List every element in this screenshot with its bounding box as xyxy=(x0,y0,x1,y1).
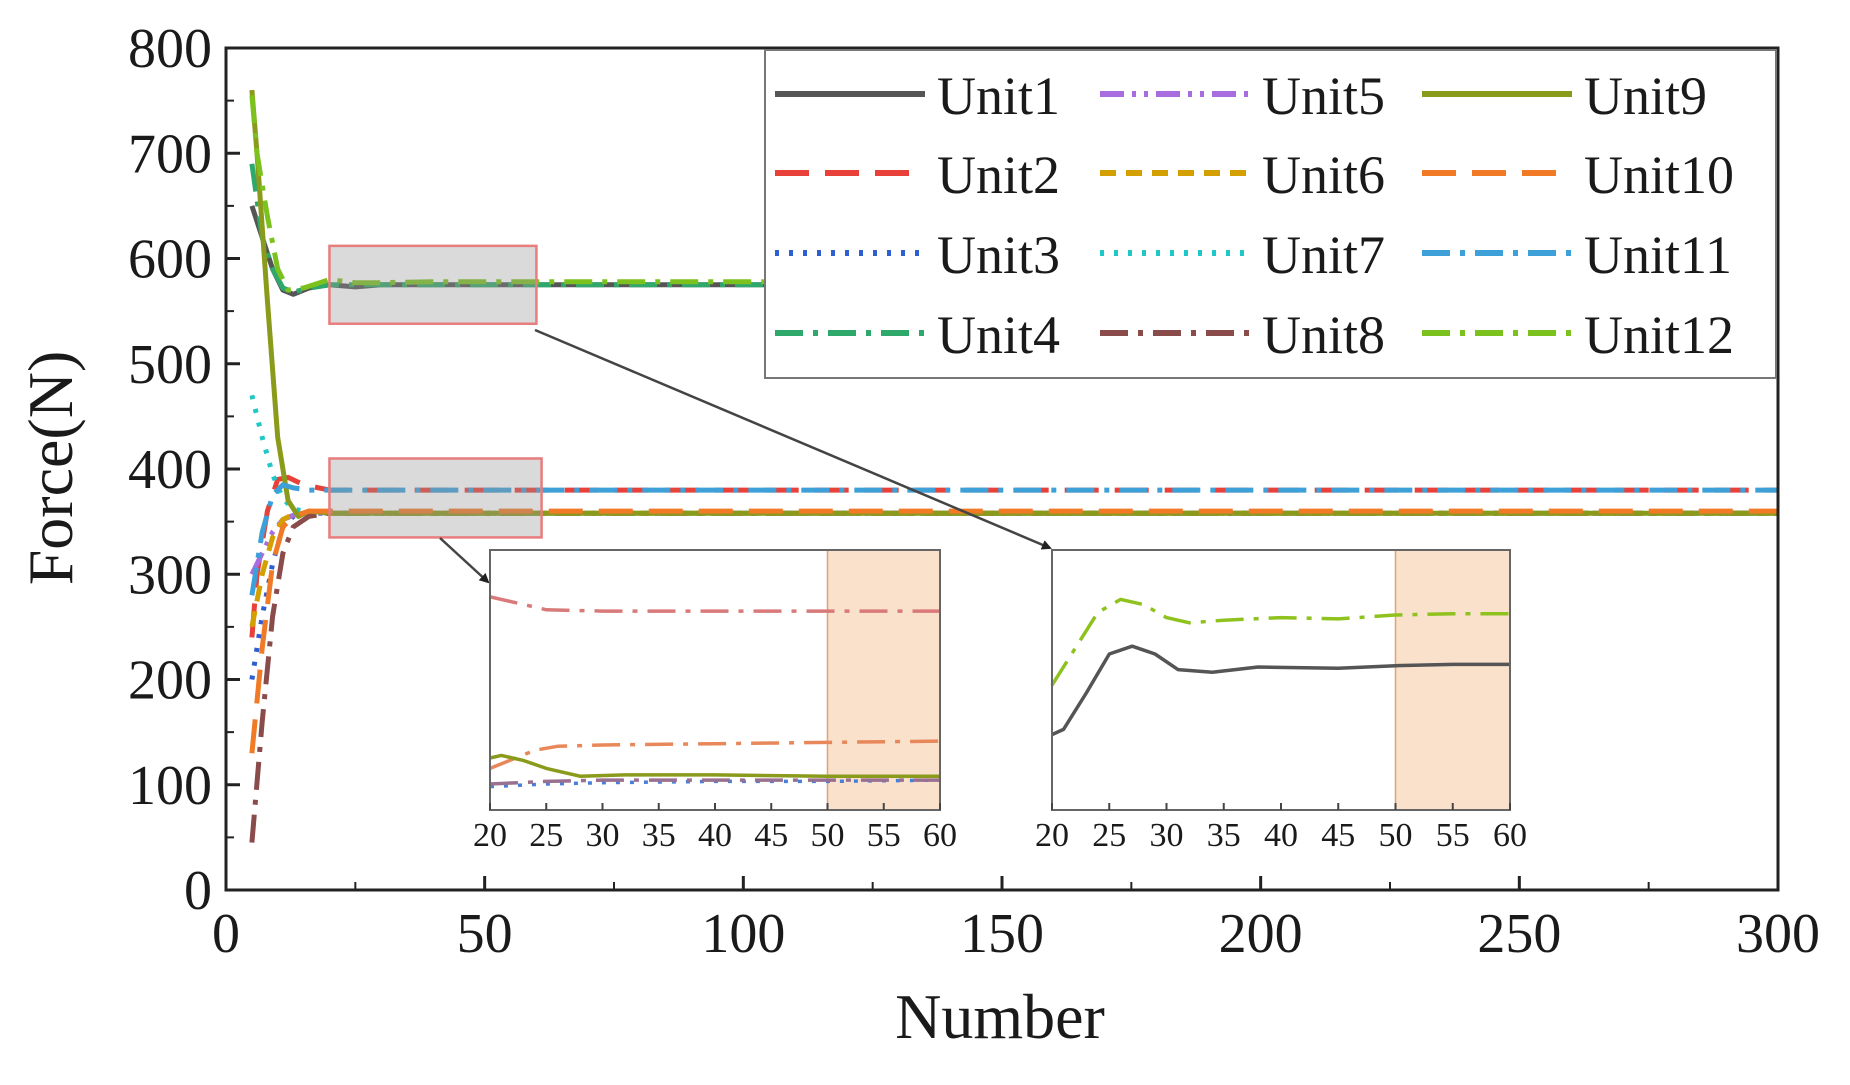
legend-label-unit2: Unit2 xyxy=(937,145,1060,205)
inset-x-tick-label: 25 xyxy=(529,817,563,854)
inset-x-tick-label: 20 xyxy=(1035,817,1069,854)
inset-highlight-band xyxy=(1394,549,1511,811)
inset-x-tick-label: 45 xyxy=(754,817,788,854)
legend-label-unit3: Unit3 xyxy=(937,225,1060,285)
y-tick-label: 700 xyxy=(128,123,212,185)
axes-layer: 0 50 100 150 200 250 300 0 100 200 300 400 500 600 700… xyxy=(128,18,1820,965)
inset-series-line xyxy=(489,739,941,771)
legend-box xyxy=(764,49,1777,379)
x-tick-label: 50 xyxy=(457,903,513,965)
y-tick-label: 800 xyxy=(128,18,212,80)
legend-label-unit1: Unit1 xyxy=(937,66,1060,126)
inset-series-line xyxy=(1051,644,1510,737)
inset-series-line xyxy=(1050,597,1510,687)
x-tick-label: 0 xyxy=(212,903,240,965)
inset-x-tick-label: 30 xyxy=(1150,817,1184,854)
legend-label-unit4: Unit4 xyxy=(937,305,1060,365)
inset-x-tick-label: 35 xyxy=(1207,817,1241,854)
inset-x-tick-label: 40 xyxy=(1264,817,1298,854)
series-line-unit10 xyxy=(249,508,1778,754)
legend-label-unit9: Unit9 xyxy=(1584,66,1707,126)
series-line-unit12 xyxy=(249,95,1778,293)
inset-x-tick-label: 55 xyxy=(867,817,901,854)
zoom-box xyxy=(328,244,538,326)
x-tick-label: 150 xyxy=(960,903,1044,965)
legend-label-unit10: Unit10 xyxy=(1584,145,1734,205)
inset-x-tick-label: 40 xyxy=(698,817,732,854)
legend-label-unit7: Unit7 xyxy=(1262,225,1385,285)
inset-series-line xyxy=(489,778,941,789)
x-axis-title: Number xyxy=(895,981,1105,1052)
y-tick-label: 400 xyxy=(128,439,212,501)
legend: Unit1 Unit2 Unit3 Unit4 Unit5 Unit6 Unit7 Unit8… xyxy=(764,49,1777,379)
x-tick-label: 250 xyxy=(1477,903,1561,965)
y-axis-title: Force(N) xyxy=(15,351,86,586)
y-tick-label: 0 xyxy=(184,860,212,922)
inset-series-line xyxy=(489,778,940,786)
zoom-arrow xyxy=(439,537,490,584)
inset-series-line xyxy=(489,595,940,613)
inset-x-tick-label: 30 xyxy=(586,817,620,854)
legend-label-unit5: Unit5 xyxy=(1262,66,1385,126)
inset-x-tick-label: 50 xyxy=(811,817,845,854)
x-tick-label: 100 xyxy=(701,903,785,965)
inset-layer: 20 25 30 35 40 45 50 55 60 20 25 30 35 40 45 50 55 60 xyxy=(473,549,1527,854)
inset-x-tick-label: 55 xyxy=(1436,817,1470,854)
zoom-box-layer xyxy=(328,244,1052,584)
inset-1: 20 25 30 35 40 45 50 55 60 xyxy=(473,549,957,854)
x-tick-label: 200 xyxy=(1219,903,1303,965)
inset-x-tick-label: 60 xyxy=(923,817,957,854)
zoom-box xyxy=(328,457,543,539)
legend-label-unit12: Unit12 xyxy=(1584,305,1734,365)
y-tick-label: 300 xyxy=(128,544,212,606)
legend-label-unit6: Unit6 xyxy=(1262,145,1385,205)
x-tick-label: 300 xyxy=(1736,903,1820,965)
inset-series-line xyxy=(489,753,940,778)
legend-label-unit8: Unit8 xyxy=(1262,305,1385,365)
inset-highlight-band xyxy=(826,549,941,811)
legend-label-unit11: Unit11 xyxy=(1584,225,1732,285)
inset-x-tick-label: 50 xyxy=(1379,817,1413,854)
inset-x-tick-label: 25 xyxy=(1092,817,1126,854)
inset-x-tick-label: 35 xyxy=(642,817,676,854)
series-line-unit8 xyxy=(249,510,1778,843)
y-tick-label: 100 xyxy=(128,755,212,817)
zoom-arrow xyxy=(534,328,1052,550)
inset-x-tick-label: 45 xyxy=(1321,817,1355,854)
inset-x-tick-label: 20 xyxy=(473,817,507,854)
inset-x-tick-label: 60 xyxy=(1493,817,1527,854)
y-tick-label: 600 xyxy=(128,229,212,291)
y-tick-label: 200 xyxy=(128,650,212,712)
y-tick-label: 500 xyxy=(128,334,212,396)
inset-2: 20 25 30 35 40 45 50 55 60 xyxy=(1035,549,1527,854)
